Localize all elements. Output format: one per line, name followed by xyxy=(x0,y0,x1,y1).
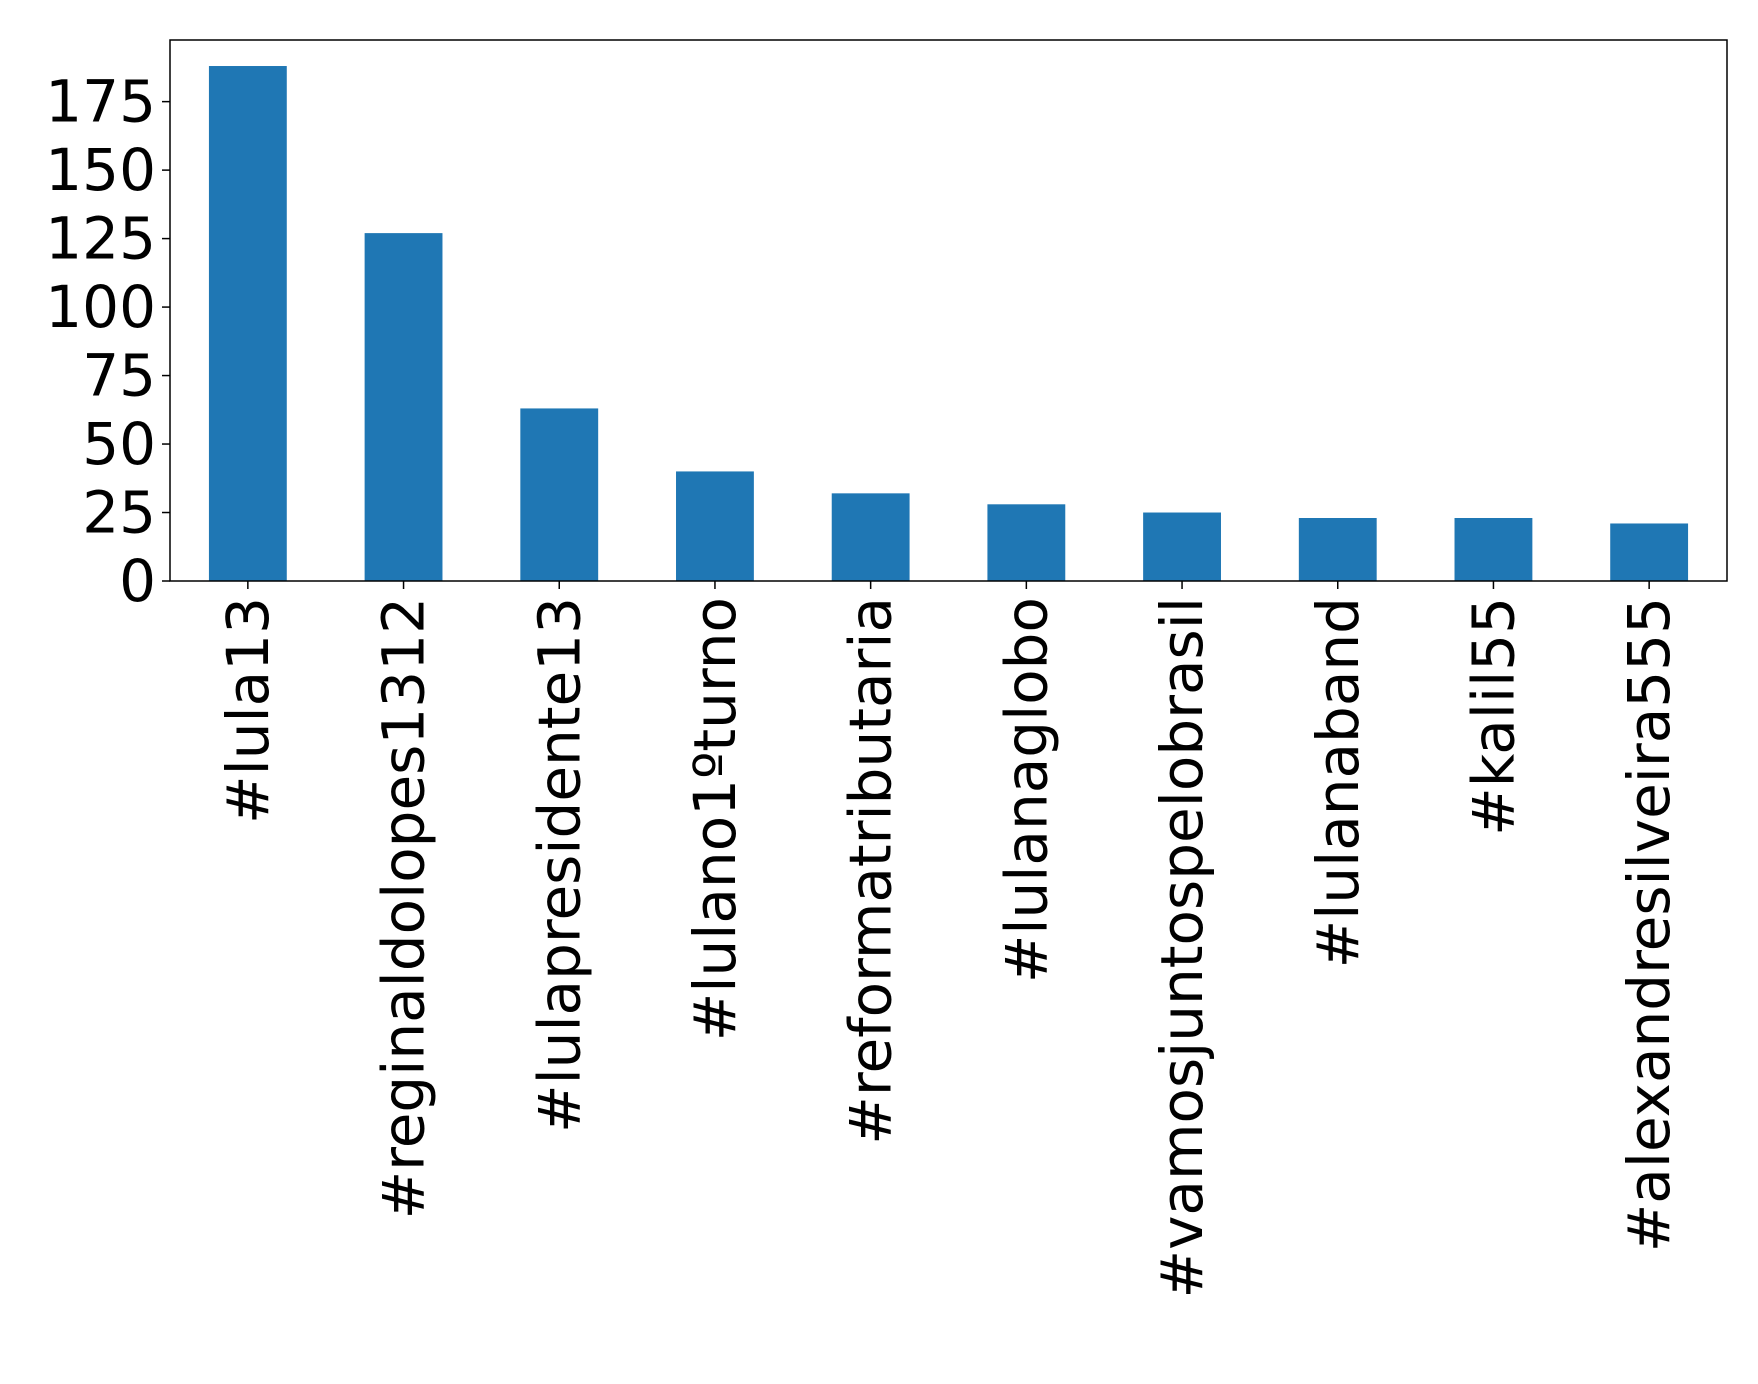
y-tick-label: 75 xyxy=(82,342,156,410)
bar-3 xyxy=(676,471,754,581)
x-tick-label: #alexandresilveira555 xyxy=(1615,597,1683,1252)
x-tick-label: #vamosjuntospelobrasil xyxy=(1148,597,1216,1299)
bar-7 xyxy=(1298,518,1377,581)
x-tick-label: #lulapresidente13 xyxy=(525,597,593,1133)
x-tick-label: #lulanaglobo xyxy=(992,597,1060,983)
y-tick-label: 0 xyxy=(119,547,156,615)
x-axis: #lula13 #reginaldolopes1312 #lulapresident… xyxy=(214,581,1683,1299)
plot-frame xyxy=(169,39,1728,582)
bar-5 xyxy=(987,504,1066,581)
bar-1 xyxy=(364,233,443,581)
x-tick-label: #lula13 xyxy=(214,597,282,824)
y-tick-label: 150 xyxy=(45,136,156,204)
x-tick-label: #reformatributaria xyxy=(837,597,905,1145)
bar-8 xyxy=(1454,518,1533,581)
x-tick-label: #kalil55 xyxy=(1459,597,1527,836)
x-tick-label: #lulano1ºturno xyxy=(681,597,749,1041)
y-tick-label: 125 xyxy=(45,205,156,273)
y-tick-label: 25 xyxy=(82,479,156,547)
y-tick-label: 50 xyxy=(82,410,156,478)
x-tick-label: #lulanaband xyxy=(1304,597,1372,968)
y-tick-label: 175 xyxy=(45,68,156,136)
bar-2 xyxy=(520,408,599,581)
bar-4 xyxy=(831,493,910,581)
y-tick-label: 100 xyxy=(45,273,156,341)
bar-9 xyxy=(1610,523,1689,581)
bars-layer xyxy=(208,66,1689,581)
x-tick-label: #reginaldolopes1312 xyxy=(370,597,438,1219)
bar-6 xyxy=(1143,512,1221,581)
bar-0 xyxy=(208,66,287,581)
